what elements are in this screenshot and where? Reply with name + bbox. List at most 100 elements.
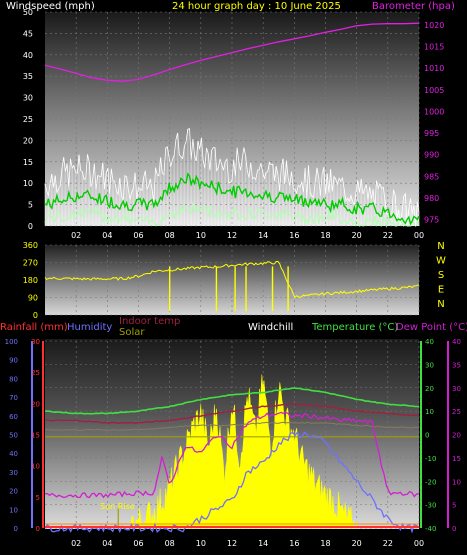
wind-lull-line (44, 202, 420, 228)
wind-tick-label: 50 (23, 8, 33, 17)
humidity-tick-label: 80 (9, 375, 18, 383)
humidity-tick-label: 30 (9, 469, 18, 477)
baro-tick-label: 995 (424, 129, 439, 138)
dew-tick-label: 0 (452, 525, 456, 533)
legend-dewpoint: Dew Point (°C) (396, 322, 467, 333)
temp-tick-label: 0 (425, 432, 429, 440)
temp-tick-label: 20 (425, 385, 434, 393)
compass-label: S (438, 270, 444, 281)
compass-label: N (437, 241, 444, 252)
wind-direction-line (44, 261, 420, 299)
dir-tick-label: 180 (23, 276, 38, 285)
temp-x-tick: 06 (133, 539, 143, 548)
indoor-temp-line (45, 403, 420, 424)
wind-x-tick: 12 (227, 231, 237, 240)
wind-tick-label: 40 (23, 51, 33, 60)
dir-tick-label: 0 (33, 311, 38, 320)
baro-tick-label: 1020 (424, 21, 444, 30)
dew-tick-label: 35 (452, 361, 461, 369)
humidity-tick-label: 20 (9, 488, 18, 496)
temp-tick-label: 30 (425, 361, 434, 369)
wind-tick-label: 15 (23, 158, 33, 167)
temp-x-tick: 16 (289, 539, 299, 548)
legend-windchill: Windchill (248, 322, 293, 333)
rain-tick-label: 20 (31, 400, 40, 408)
wind-tick-label: 30 (23, 94, 33, 103)
temp-x-tick: 14 (258, 539, 268, 548)
compass-label: N (437, 299, 444, 310)
wind-tick-label: 20 (23, 136, 33, 145)
legend-humidity: Humidity (67, 322, 112, 333)
wind-x-tick: 18 (320, 231, 330, 240)
wind-x-tick: 20 (352, 231, 362, 240)
wind-x-tick: 08 (165, 231, 175, 240)
baro-tick-label: 1010 (424, 64, 444, 73)
baro-tick-label: 990 (424, 151, 439, 160)
dew-tick-label: 40 (452, 338, 461, 346)
wind-tick-label: 35 (23, 72, 33, 81)
rain-tick-label: 0 (36, 525, 40, 533)
temp-x-tick: 18 (320, 539, 330, 548)
dewpoint-line (45, 411, 420, 499)
rain-tick-label: 25 (31, 369, 40, 377)
wind-title: Windspeed (mph) (6, 1, 95, 12)
baro-title: Barometer (hpa) (372, 1, 455, 12)
wind-x-tick: 14 (258, 231, 268, 240)
legend-indoor: Indoor temp (119, 316, 180, 327)
dir-tick-label: 360 (23, 241, 38, 250)
humidity-tick-label: 50 (9, 432, 18, 440)
temp-tick-label: -20 (425, 478, 436, 486)
dir-tick-label: 270 (23, 259, 38, 268)
wind-tick-label: 0 (28, 222, 33, 231)
temp-x-tick: 10 (196, 539, 206, 548)
temp-x-tick: 08 (165, 539, 175, 548)
temp-x-tick: 04 (102, 539, 112, 548)
wind-x-tick: 22 (383, 231, 393, 240)
temp-x-tick: 02 (71, 539, 81, 548)
dew-tick-label: 20 (452, 432, 461, 440)
rain-tick-label: 10 (31, 463, 40, 471)
baro-tick-label: 1005 (424, 86, 444, 95)
dew-tick-label: 25 (452, 408, 461, 416)
compass-label: W (436, 256, 446, 267)
dew-tick-label: 5 (452, 502, 456, 510)
wind-tick-label: 10 (23, 179, 33, 188)
temp-x-tick: 22 (383, 539, 393, 548)
humidity-tick-label: 100 (5, 338, 18, 346)
date-title: 24 hour graph day : 10 June 2025 (172, 1, 341, 12)
wind-x-tick: 00 (414, 231, 424, 240)
temp-tick-label: 40 (425, 338, 434, 346)
wind-x-tick: 04 (102, 231, 112, 240)
temp-x-tick: 00 (414, 539, 424, 548)
rain-tick-label: 15 (31, 432, 40, 440)
dew-tick-label: 10 (452, 478, 461, 486)
temp-tick-label: 10 (425, 408, 434, 416)
wind-x-tick: 06 (133, 231, 143, 240)
legend-rainfall: Rainfall (mm) (0, 322, 68, 333)
humidity-tick-label: 40 (9, 450, 18, 458)
temp-tick-label: -40 (425, 525, 436, 533)
temp-tick-label: -30 (425, 502, 436, 510)
humidity-tick-label: 90 (9, 357, 18, 365)
humidity-tick-label: 60 (9, 413, 18, 421)
temp-x-tick: 12 (227, 539, 237, 548)
wind-tick-label: 45 (23, 29, 33, 38)
dir-tick-label: 90 (28, 294, 38, 303)
dew-tick-label: 30 (452, 385, 461, 393)
baro-tick-label: 1015 (424, 43, 444, 52)
humidity-tick-label: 10 (9, 506, 18, 514)
windchill-line (44, 421, 419, 431)
wind-avg-line (44, 172, 420, 226)
compass-label: E (438, 285, 444, 296)
dew-tick-label: 15 (452, 455, 461, 463)
humidity-tick-label: 0 (14, 525, 18, 533)
humidity-tick-label: 70 (9, 394, 18, 402)
legend-temperature: Temperature (°C) (311, 322, 398, 333)
temperature-line (44, 387, 420, 415)
baro-tick-label: 1000 (424, 107, 444, 116)
baro-tick-label: 980 (424, 194, 439, 203)
temp-x-tick: 20 (352, 539, 362, 548)
rain-tick-label: 30 (31, 338, 40, 346)
wind-x-tick: 16 (289, 231, 299, 240)
